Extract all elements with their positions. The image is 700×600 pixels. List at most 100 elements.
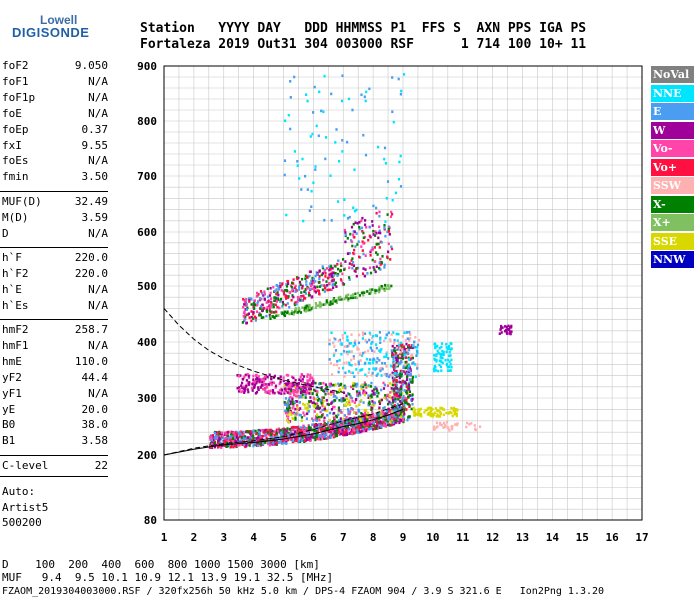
data-point xyxy=(299,311,303,314)
data-point xyxy=(389,215,393,218)
data-point xyxy=(345,394,348,398)
data-point xyxy=(301,380,304,383)
data-point xyxy=(302,375,306,378)
data-point xyxy=(376,357,379,360)
data-point xyxy=(242,314,245,318)
data-point xyxy=(295,386,298,389)
data-point xyxy=(408,330,411,334)
data-point xyxy=(292,313,295,316)
data-point xyxy=(372,233,375,236)
data-point xyxy=(375,427,378,430)
data-point xyxy=(355,208,358,212)
data-point xyxy=(346,425,349,428)
data-point xyxy=(332,434,335,437)
data-point xyxy=(414,412,417,416)
data-point xyxy=(324,435,327,438)
data-point xyxy=(327,276,330,280)
data-point xyxy=(334,265,337,268)
data-point xyxy=(397,177,401,181)
data-point xyxy=(388,226,391,230)
data-point xyxy=(277,285,280,289)
data-point xyxy=(390,396,393,400)
data-point xyxy=(395,408,398,412)
data-point xyxy=(400,343,403,347)
data-point xyxy=(341,336,345,340)
data-point xyxy=(359,353,362,357)
data-point xyxy=(289,400,293,404)
data-point xyxy=(294,290,297,293)
data-point xyxy=(399,92,402,96)
data-point xyxy=(371,371,374,375)
data-point xyxy=(387,357,390,360)
data-point xyxy=(405,370,408,374)
data-point xyxy=(236,386,239,390)
data-point xyxy=(298,401,301,404)
data-point xyxy=(315,415,318,418)
param-value: 38.0 xyxy=(81,418,109,432)
data-point xyxy=(403,370,406,373)
data-point xyxy=(333,363,336,367)
data-point xyxy=(355,296,358,300)
data-point xyxy=(291,396,294,400)
data-point xyxy=(398,405,402,408)
data-point xyxy=(318,277,321,281)
data-point xyxy=(252,378,255,381)
data-point xyxy=(383,263,386,267)
data-point xyxy=(293,390,296,394)
data-point xyxy=(280,297,283,301)
data-point xyxy=(454,409,457,413)
data-point xyxy=(432,425,435,429)
data-point xyxy=(387,227,390,231)
data-point xyxy=(278,285,281,288)
data-point xyxy=(372,367,375,370)
data-point xyxy=(301,393,304,396)
data-point xyxy=(260,383,263,387)
data-point xyxy=(288,434,291,437)
data-point xyxy=(321,288,324,292)
data-point xyxy=(375,387,378,391)
data-point xyxy=(387,402,390,406)
data-point xyxy=(432,413,436,416)
data-point xyxy=(290,437,293,441)
legend-item: Vo+ xyxy=(651,158,694,176)
data-point xyxy=(262,438,265,442)
data-point xyxy=(242,439,245,443)
data-point xyxy=(316,390,319,393)
data-point xyxy=(294,416,297,419)
data-point xyxy=(391,410,394,413)
data-point xyxy=(319,304,323,308)
data-point xyxy=(314,168,317,171)
data-point xyxy=(296,429,299,432)
data-point xyxy=(275,297,278,300)
data-point xyxy=(262,294,265,297)
data-point xyxy=(442,413,445,417)
header-labels: Station YYYY DAY DDD HHMMSS P1 FFS S AXN… xyxy=(140,21,587,36)
data-point xyxy=(373,404,376,407)
data-point xyxy=(398,421,401,425)
data-point xyxy=(248,316,251,319)
data-point xyxy=(305,417,308,420)
data-point xyxy=(226,432,229,436)
data-point xyxy=(465,425,468,429)
data-point xyxy=(323,416,326,420)
data-point xyxy=(394,191,398,195)
data-point xyxy=(309,284,312,287)
data-point xyxy=(394,399,397,402)
data-point xyxy=(225,445,228,448)
data-point xyxy=(412,410,415,413)
data-point xyxy=(244,373,247,377)
data-point xyxy=(395,405,398,408)
param-key: foF2 xyxy=(2,59,29,72)
data-point xyxy=(300,188,303,191)
data-point xyxy=(402,345,406,348)
data-point xyxy=(338,433,341,436)
data-point xyxy=(328,273,331,277)
data-point xyxy=(403,347,406,351)
data-point xyxy=(323,74,326,78)
data-point xyxy=(362,426,365,429)
data-point xyxy=(434,407,437,410)
data-point xyxy=(310,279,313,283)
data-point xyxy=(416,367,419,370)
data-point xyxy=(308,392,311,395)
data-point xyxy=(248,444,251,447)
